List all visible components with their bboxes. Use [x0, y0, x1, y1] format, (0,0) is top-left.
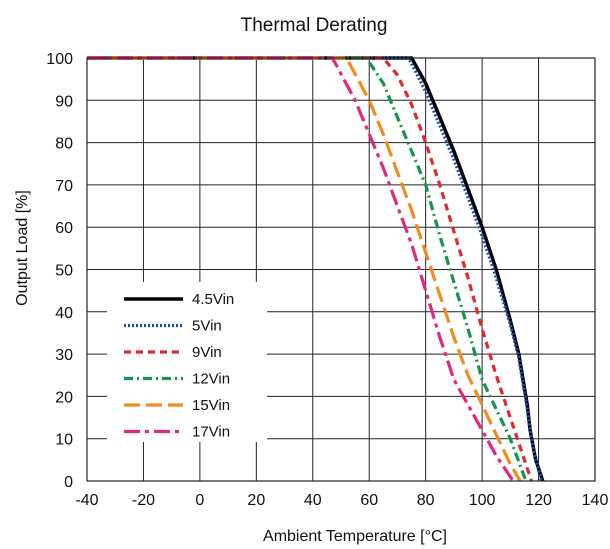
y-tick-labels: 0 10 20 30 40 50 60 70 80 90 100	[46, 51, 73, 491]
x-tick-label: 40	[304, 492, 322, 509]
y-axis-label: Output Load [%]	[14, 190, 31, 306]
y-tick-label: 40	[55, 305, 73, 322]
series-line-4-5vin	[87, 56, 545, 482]
x-tick-labels: -40 -20 0 20 40 60 80 100 120 140	[75, 492, 608, 509]
series-line-17vin	[87, 56, 515, 482]
y-tick-label: 50	[55, 263, 73, 280]
legend-label: 4.5Vin	[192, 291, 234, 308]
x-tick-label: 20	[247, 492, 265, 509]
x-tick-label: -20	[132, 492, 155, 509]
x-tick-label: -40	[75, 492, 98, 509]
x-tick-label: 60	[360, 492, 378, 509]
series-line-12vin	[87, 56, 528, 482]
legend-background	[107, 282, 267, 442]
x-tick-label: 100	[469, 492, 496, 509]
chart-title: Thermal Derating	[241, 15, 388, 36]
y-tick-label: 70	[55, 178, 73, 195]
y-tick-label: 10	[55, 432, 73, 449]
y-tick-label: 90	[55, 93, 73, 110]
y-tick-label: 100	[46, 51, 73, 68]
legend: 4.5Vin 5Vin 9Vin 12Vin 15Vin 17Vin	[107, 282, 267, 442]
legend-label: 5Vin	[192, 318, 222, 335]
y-tick-label: 60	[55, 220, 73, 237]
x-tick-label: 120	[525, 492, 552, 509]
legend-label: 12Vin	[192, 371, 230, 388]
x-tick-label: 0	[195, 492, 204, 509]
legend-label: 15Vin	[192, 397, 230, 414]
series-line-9vin	[87, 56, 534, 482]
x-axis-label: Ambient Temperature [°C]	[263, 528, 447, 545]
x-tick-label: 140	[582, 492, 609, 509]
y-tick-label: 30	[55, 347, 73, 364]
legend-label: 17Vin	[192, 424, 230, 441]
x-tick-label: 80	[417, 492, 435, 509]
y-tick-label: 80	[55, 136, 73, 153]
series-line-15vin	[87, 56, 522, 482]
series-lines	[87, 56, 545, 482]
y-tick-label: 0	[64, 474, 73, 491]
series-line-5vin	[87, 56, 543, 482]
y-tick-label: 20	[55, 389, 73, 406]
plot-border	[86, 57, 596, 482]
legend-label: 9Vin	[192, 344, 222, 361]
